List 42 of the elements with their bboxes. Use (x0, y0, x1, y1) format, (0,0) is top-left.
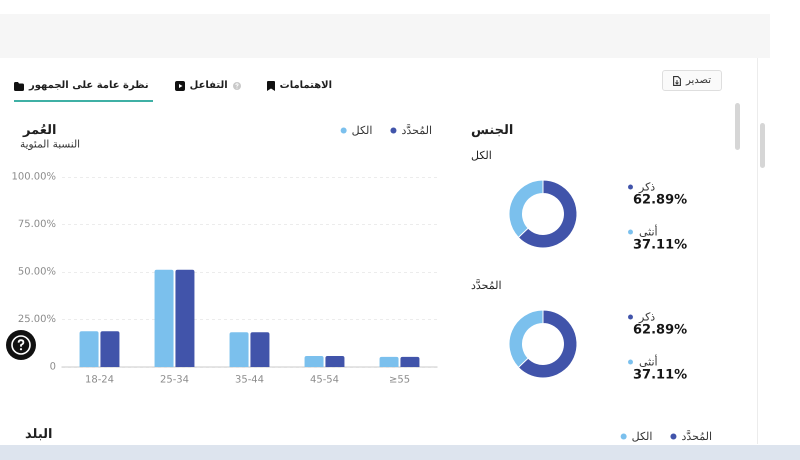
bar (400, 356, 420, 367)
y-tick-label: 75.00% (18, 219, 56, 230)
text: الاهتمامات (280, 79, 332, 93)
bar (325, 356, 344, 367)
legend-label: ذكر (638, 180, 656, 194)
y-tick-label: 50.00% (18, 266, 56, 278)
data-label: 62.89% (633, 322, 688, 338)
chart-subtitle: الكل (471, 149, 492, 162)
bar (230, 332, 249, 367)
legend-label: ذكر (638, 310, 656, 324)
text: البلد (25, 427, 52, 442)
x-tick-label: ≥55 (388, 374, 410, 386)
legend-label: الكل (632, 430, 652, 443)
bar (250, 332, 270, 367)
y-tick-label: 25.00% (18, 314, 56, 325)
bar (175, 270, 194, 367)
bar (80, 331, 99, 367)
data-label: 37.11% (633, 238, 688, 252)
x-tick-label: 25-34 (160, 374, 190, 386)
x-tick-label: 35-44 (234, 374, 264, 386)
chart-subtitle: المُحدَّد (471, 279, 502, 292)
text: نظرة عامة على الجمهور (29, 79, 149, 93)
y-tick-label: 0 (50, 362, 56, 372)
x-tick-label: 45-54 (310, 374, 340, 386)
bar (100, 331, 120, 367)
export-button[interactable]: تصدير (662, 70, 722, 91)
bar (380, 356, 399, 367)
legend-label: المُحدَّد (401, 124, 432, 137)
bar (154, 270, 174, 367)
chart-title: الجنس (471, 123, 514, 138)
legend-label: أنثى (639, 354, 658, 368)
data-label: 37.11% (633, 368, 688, 382)
legend-label: الكل (352, 124, 372, 137)
legend-label: المُحدَّد (681, 430, 712, 443)
text: التفاعل (190, 79, 228, 93)
data-label: 62.89% (633, 192, 688, 208)
x-tick-label: 18-24 (84, 374, 114, 386)
chart-title: العُمر (22, 123, 56, 138)
legend-label: أنثى (639, 224, 658, 238)
bar (304, 356, 324, 367)
y-tick-label: 100.00% (12, 172, 56, 182)
y-axis-title: النسبة المئوية (20, 138, 80, 150)
